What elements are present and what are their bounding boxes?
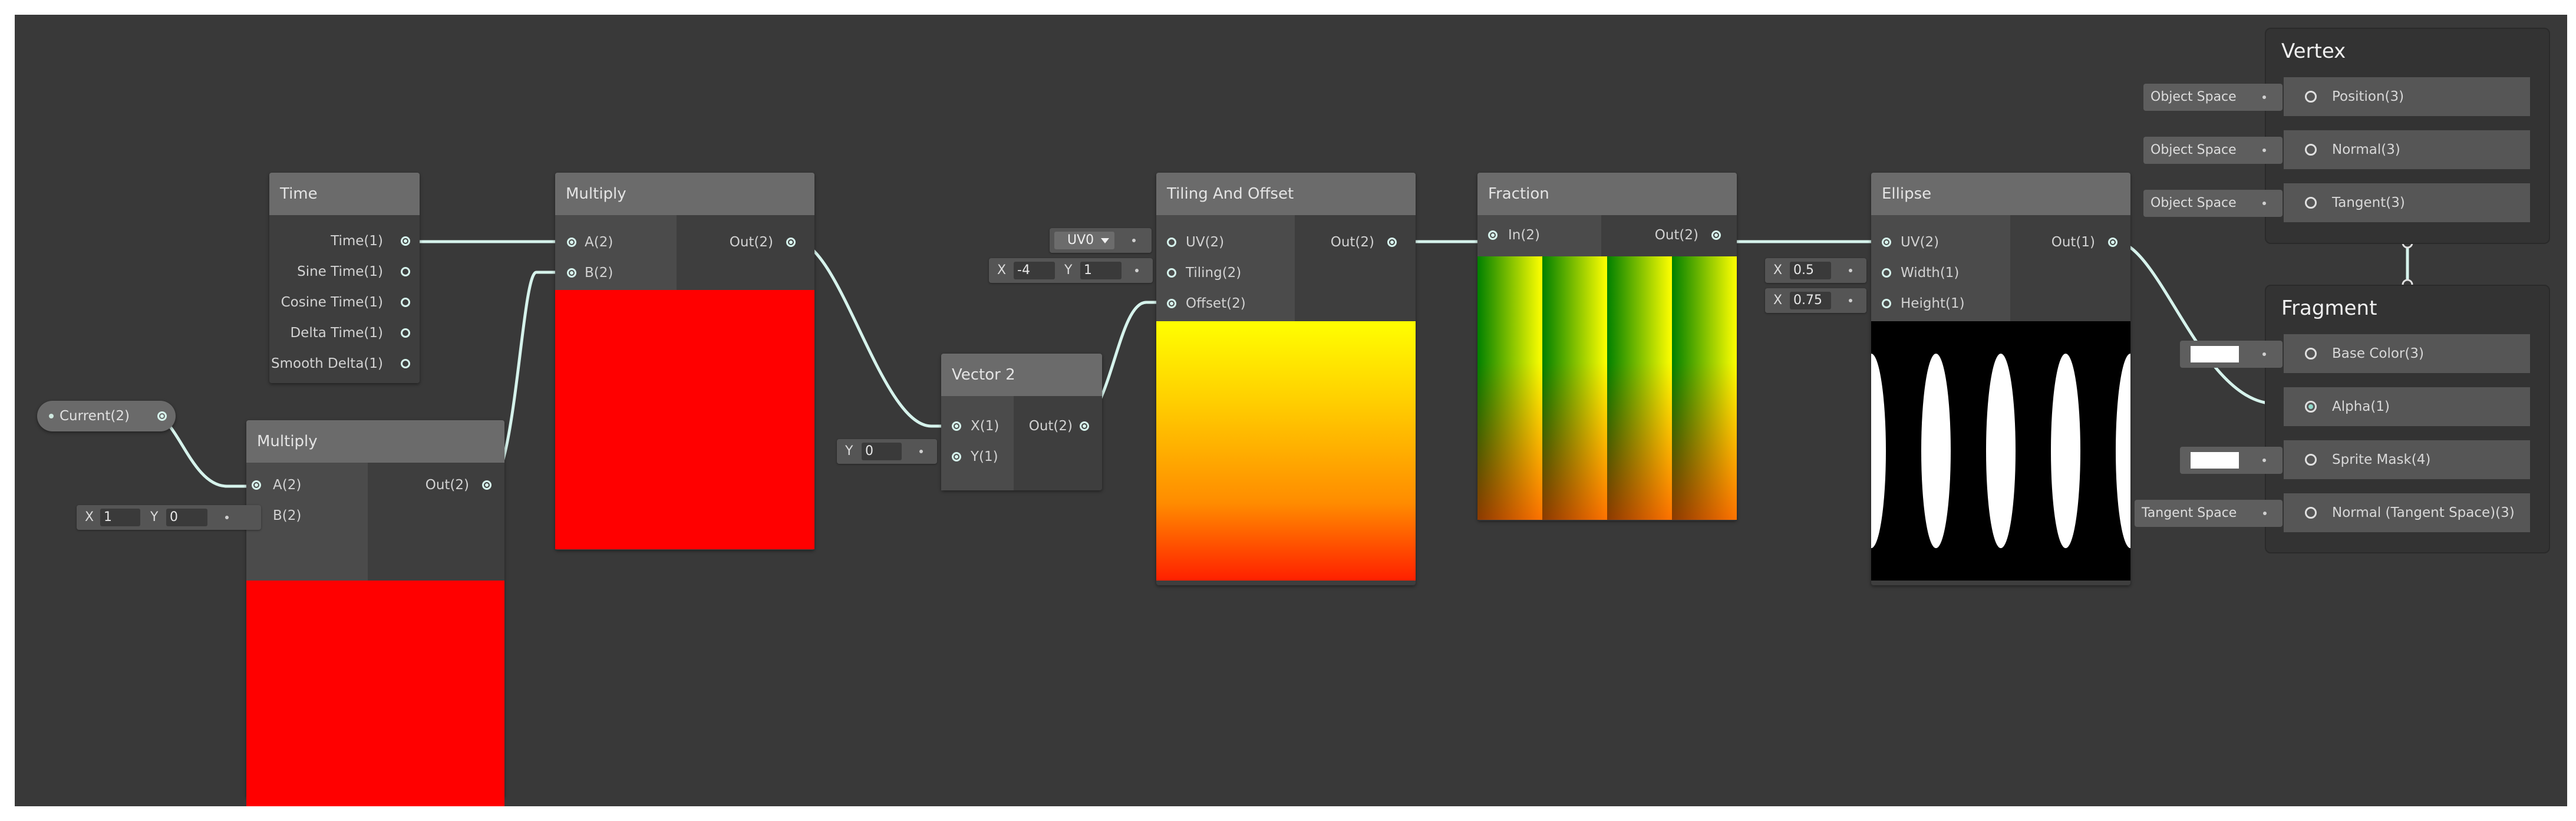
- vector2-input-x[interactable]: X(1): [952, 411, 999, 441]
- multiply-node-b[interactable]: Multiply A(2) B(2) Out(2): [555, 173, 814, 550]
- fraction-preview: [1477, 256, 1737, 520]
- vertex-slot-normal[interactable]: Normal(3): [2284, 130, 2530, 169]
- vector2-y-default-field[interactable]: Y 0: [837, 439, 937, 464]
- ellipse-width-input[interactable]: 0.5: [1790, 262, 1831, 279]
- tiling-offset-preview: [1156, 321, 1416, 581]
- vertex-stack-title: Vertex: [2281, 39, 2346, 63]
- property-dot-icon: [49, 414, 54, 418]
- fraction-node[interactable]: Fraction In(2) Out(2): [1477, 173, 1737, 520]
- ellipse-input-uv[interactable]: UV(2): [1882, 227, 1939, 258]
- tiling-offset-input-uv[interactable]: UV(2): [1167, 227, 1224, 258]
- vector2-output[interactable]: Out(2): [1029, 411, 1089, 441]
- ellipse-preview: [1871, 321, 2130, 581]
- multiply-a-input-b[interactable]: B(2): [252, 500, 301, 531]
- time-node-title: Time: [269, 173, 420, 215]
- multiply-b-input-b[interactable]: B(2): [567, 258, 613, 288]
- property-current-node[interactable]: Current(2): [37, 401, 176, 431]
- fragment-stack-title: Fragment: [2281, 296, 2377, 320]
- dropdown-arrow-icon: [1101, 238, 1109, 243]
- multiply-a-b-default-field[interactable]: X 1 Y 0: [77, 505, 261, 530]
- shader-graph-canvas[interactable]: Current(2) Time Time(1) Sine Time(1) Cos…: [15, 15, 2567, 806]
- fraction-output[interactable]: Out(2): [1655, 220, 1721, 250]
- vertex-position-port[interactable]: [2305, 91, 2317, 103]
- fragment-sprite-mask-port[interactable]: [2305, 454, 2317, 466]
- tiling-offset-title: Tiling And Offset: [1156, 173, 1416, 215]
- multiply-b-output[interactable]: Out(2): [730, 227, 796, 258]
- time-node[interactable]: Time Time(1) Sine Time(1) Cosine Time(1)…: [269, 173, 420, 383]
- tiling-offset-uv-dropdown[interactable]: UV0: [1050, 228, 1152, 253]
- multiply-a-b-x-input[interactable]: 1: [100, 509, 140, 526]
- fragment-normal-port[interactable]: [2305, 507, 2317, 519]
- time-output-time[interactable]: Time(1): [331, 226, 410, 256]
- multiply-a-b-y-input[interactable]: 0: [166, 509, 207, 526]
- fragment-slot-alpha[interactable]: Alpha(1): [2284, 387, 2530, 426]
- fragment-alpha-port[interactable]: [2305, 401, 2317, 413]
- tiling-offset-input-tiling[interactable]: Tiling(2): [1167, 258, 1241, 288]
- ellipse-input-height[interactable]: Height(1): [1882, 288, 1965, 319]
- ellipse-title: Ellipse: [1871, 173, 2130, 215]
- multiply-b-title: Multiply: [555, 173, 814, 215]
- vertex-position-space-tag[interactable]: Object Space: [2143, 84, 2283, 111]
- vector2-input-y[interactable]: Y(1): [952, 441, 998, 472]
- vertex-tangent-port[interactable]: [2305, 197, 2317, 209]
- fragment-base-color-port[interactable]: [2305, 348, 2317, 360]
- multiply-a-input-a[interactable]: A(2): [252, 470, 301, 500]
- time-output-smooth-delta[interactable]: Smooth Delta(1): [271, 348, 410, 379]
- wire-multiply-b-to-vector2-x[interactable]: [794, 240, 948, 428]
- tiling-offset-node[interactable]: Tiling And Offset UV(2) Tiling(2) Offset…: [1156, 173, 1416, 585]
- wire-ellipse-to-alpha[interactable]: [2113, 240, 2277, 405]
- time-output-delta[interactable]: Delta Time(1): [290, 318, 410, 348]
- tiling-offset-tiling-field[interactable]: X -4 Y 1: [989, 258, 1153, 283]
- time-output-cosine[interactable]: Cosine Time(1): [281, 287, 410, 318]
- multiply-b-preview: [555, 290, 814, 549]
- fraction-title: Fraction: [1477, 173, 1737, 215]
- vertex-normal-port[interactable]: [2305, 144, 2317, 156]
- vector2-node[interactable]: Vector 2 X(1) Y(1) Out(2): [941, 354, 1102, 490]
- vertex-normal-space-tag[interactable]: Object Space: [2143, 137, 2283, 164]
- vector2-y-input[interactable]: 0: [862, 443, 902, 460]
- tiling-y-input[interactable]: 1: [1080, 262, 1122, 279]
- multiply-a-output[interactable]: Out(2): [426, 470, 492, 500]
- fragment-slot-sprite-mask[interactable]: Sprite Mask(4): [2284, 440, 2530, 479]
- ellipse-output[interactable]: Out(1): [2051, 227, 2117, 258]
- vertex-stack[interactable]: Vertex Position(3) Normal(3) Tangent(3): [2265, 28, 2550, 244]
- fraction-input-in[interactable]: In(2): [1488, 220, 1540, 250]
- vertex-slot-position[interactable]: Position(3): [2284, 77, 2530, 116]
- sprite-mask-swatch[interactable]: [2180, 447, 2283, 474]
- ellipse-width-field[interactable]: X 0.5: [1765, 258, 1866, 283]
- tiling-offset-input-offset[interactable]: Offset(2): [1167, 288, 1246, 319]
- time-output-sine[interactable]: Sine Time(1): [297, 256, 410, 287]
- multiply-a-title: Multiply: [246, 420, 504, 463]
- fragment-slot-normal-tangent[interactable]: Normal (Tangent Space)(3): [2284, 493, 2530, 532]
- ellipse-height-field[interactable]: X 0.75: [1765, 288, 1866, 313]
- fragment-slot-base-color[interactable]: Base Color(3): [2284, 334, 2530, 373]
- vertex-slot-tangent[interactable]: Tangent(3): [2284, 183, 2530, 222]
- property-current-label: Current(2): [60, 408, 130, 424]
- uv-channel-select[interactable]: UV0: [1054, 232, 1114, 249]
- ellipse-node[interactable]: Ellipse UV(2) Width(1) Height(1) Out(1): [1871, 173, 2130, 585]
- tiling-offset-output[interactable]: Out(2): [1331, 227, 1397, 258]
- vector2-title: Vector 2: [941, 354, 1102, 396]
- vertex-tangent-space-tag[interactable]: Object Space: [2143, 190, 2283, 217]
- multiply-node-a[interactable]: Multiply A(2) B(2) Out(2): [246, 420, 504, 806]
- base-color-swatch[interactable]: [2180, 341, 2283, 368]
- fragment-stack[interactable]: Fragment Base Color(3) Alpha(1) Sprite M…: [2265, 285, 2550, 553]
- fragment-normal-space-tag[interactable]: Tangent Space: [2135, 500, 2283, 527]
- multiply-a-preview: [246, 581, 504, 806]
- tiling-x-input[interactable]: -4: [1014, 262, 1055, 279]
- ellipse-input-width[interactable]: Width(1): [1882, 258, 1959, 288]
- ellipse-height-input[interactable]: 0.75: [1790, 292, 1831, 309]
- multiply-b-input-a[interactable]: A(2): [567, 227, 613, 258]
